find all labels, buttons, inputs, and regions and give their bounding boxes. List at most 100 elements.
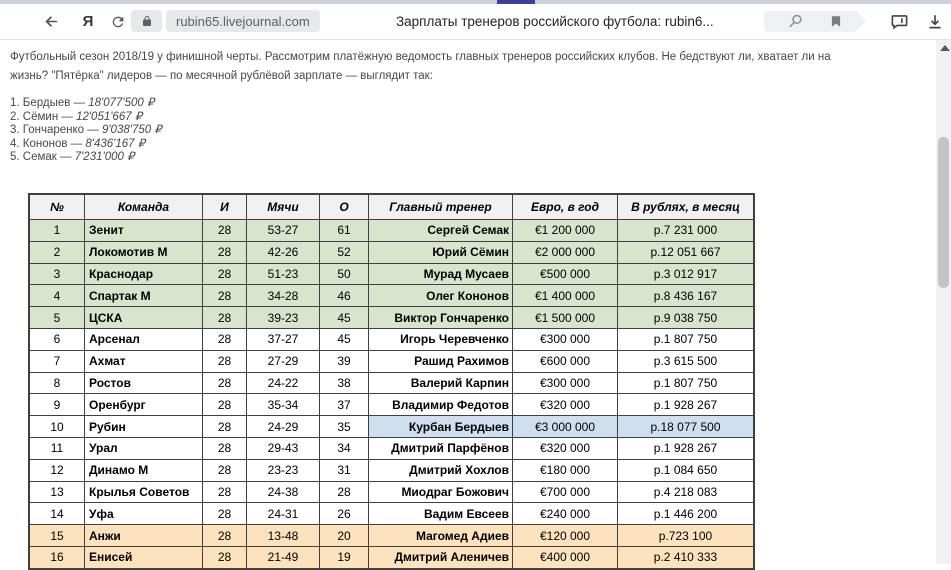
table-cell: Динамо М <box>84 458 203 482</box>
table-cell: 4 <box>28 284 85 308</box>
table-cell: 28 <box>202 371 247 395</box>
column-header: Мячи <box>246 193 320 220</box>
table-cell: 61 <box>319 219 369 242</box>
table-cell: €500 000 <box>512 262 618 286</box>
table-cell: 37 <box>319 393 369 417</box>
leader-amount: 9'038'750 ₽ <box>101 124 162 136</box>
table-cell: Урал <box>84 436 203 460</box>
table-cell: р.8 436 167 <box>617 284 755 308</box>
table-cell: 24-22 <box>246 371 320 395</box>
table-cell: Игорь Черевченко <box>368 327 513 351</box>
table-cell: 46 <box>319 284 369 308</box>
table-cell: 52 <box>319 240 369 264</box>
table-cell: 34 <box>319 436 369 460</box>
intro-paragraph: Футбольный сезон 2018/19 у финишной черт… <box>10 48 920 86</box>
table-cell: 42-26 <box>246 240 320 264</box>
table-cell: Дмитрий Аленичев <box>368 545 513 570</box>
table-cell: 3 <box>28 262 85 286</box>
table-cell: 11 <box>28 436 85 460</box>
scrollbar-up-arrow-icon[interactable] <box>940 45 950 51</box>
table-row: 15 Анжи 28 13-48 20 Магомед Адиев €120 000 р.72… <box>28 524 755 547</box>
leader-name: 1. Бердыев — <box>10 97 89 109</box>
table-cell: €240 000 <box>512 502 618 526</box>
active-tab-indicator <box>497 0 535 4</box>
table-cell: €3 000 000 <box>512 415 618 438</box>
table-cell: 12 <box>28 458 85 482</box>
column-header: И <box>202 193 247 220</box>
table-row: 12 Динамо М 28 23-23 31 Дмитрий Хохлов €180 00… <box>28 458 755 482</box>
column-header: Команда <box>84 193 203 220</box>
table-cell: 14 <box>28 502 85 526</box>
table-cell: Ахмат <box>84 349 203 373</box>
table-cell: р.9 038 750 <box>617 306 755 329</box>
table-cell: р.7 231 000 <box>617 219 755 242</box>
table-cell: 8 <box>28 371 85 395</box>
leader-item: 4. Кононов — 8'436'167 ₽ <box>10 138 162 152</box>
search-icon[interactable] <box>783 4 807 39</box>
table-cell: Уфа <box>84 502 203 526</box>
table-cell: 28 <box>202 240 247 264</box>
table-row: 5 ЦСКА 28 39-23 45 Виктор Гончаренко €1 500 00… <box>28 306 755 329</box>
back-icon[interactable] <box>38 4 64 39</box>
scrollbar-thumb[interactable] <box>938 137 949 288</box>
table-cell: 35-34 <box>246 393 320 417</box>
table-row: 4 Спартак М 28 34-28 46 Олег Кононов €1 400 00… <box>28 284 755 308</box>
table-cell: 31 <box>319 458 369 482</box>
refresh-icon[interactable] <box>106 4 130 39</box>
table-cell: Виктор Гончаренко <box>368 306 513 329</box>
table-cell: Арсенал <box>84 327 203 351</box>
table-cell: Владимир Федотов <box>368 393 513 417</box>
table-cell: 16 <box>28 545 85 570</box>
table-cell: Магомед Адиев <box>368 524 513 547</box>
table-cell: 34-28 <box>246 284 320 308</box>
leader-item: 2. Сёмин — 12'051'667 ₽ <box>10 111 162 125</box>
leader-name: 4. Кононов — <box>10 137 86 150</box>
table-cell: 20 <box>319 524 369 547</box>
table-cell: 39-23 <box>246 306 320 329</box>
table-cell: Юрий Сёмин <box>368 240 513 264</box>
window-top-strip <box>0 0 951 4</box>
sidebar-panel-icon[interactable] <box>886 4 912 39</box>
leader-amount: 7'231'000 ₽ <box>74 151 135 163</box>
leader-item: 5. Семак — 7'231'000 ₽ <box>10 151 162 165</box>
table-cell: 23-23 <box>246 458 320 482</box>
vertical-scrollbar[interactable] <box>936 40 951 564</box>
column-header: Главный тренер <box>368 193 513 220</box>
leader-amount: 18'077'500 ₽ <box>88 97 155 109</box>
table-cell: €1 400 000 <box>512 284 618 308</box>
bookmark-icon[interactable] <box>824 4 848 39</box>
table-cell: 6 <box>28 327 85 351</box>
table-cell: 13 <box>28 480 85 504</box>
table-cell: р.1 446 200 <box>617 502 755 526</box>
table-cell: 28 <box>202 524 247 547</box>
table-row: 6 Арсенал 28 37-27 45 Игорь Черевченко €300 00… <box>28 327 755 351</box>
table-cell: 9 <box>28 393 85 417</box>
table-cell: 45 <box>319 327 369 351</box>
table-cell: 45 <box>319 306 369 329</box>
table-cell: Анжи <box>84 524 203 547</box>
table-cell: р.723 100 <box>617 524 755 547</box>
table-cell: 24-31 <box>246 502 320 526</box>
intro-line-1: Футбольный сезон 2018/19 у финишной черт… <box>10 51 831 63</box>
leader-amount: 8'436'167 ₽ <box>85 137 146 150</box>
table-cell: р.12 051 667 <box>617 240 755 264</box>
download-icon[interactable] <box>922 4 948 39</box>
table-cell: 28 <box>202 415 247 438</box>
salary-leaders-list: 1. Бердыев — 18'077'500 ₽ 2. Сёмин — 12'0… <box>10 97 162 165</box>
table-cell: 28 <box>202 219 247 242</box>
table-cell: 5 <box>28 306 85 329</box>
table-cell: Крылья Советов <box>84 480 203 504</box>
table-cell: 24-29 <box>246 415 320 438</box>
table-cell: Краснодар <box>84 262 203 286</box>
table-cell: 29-43 <box>246 436 320 460</box>
table-cell: Мурад Мусаев <box>368 262 513 286</box>
yandex-logo-icon[interactable]: Я <box>82 13 94 30</box>
table-cell: 28 <box>202 327 247 351</box>
address-bar-url[interactable]: rubin65.livejournal.com <box>166 10 320 32</box>
table-cell: Дмитрий Парфёнов <box>368 436 513 460</box>
ssl-lock-icon[interactable] <box>131 10 162 32</box>
table-cell: 50 <box>319 262 369 286</box>
table-cell: р.3 615 500 <box>617 349 755 373</box>
leader-item: 3. Гончаренко — 9'038'750 ₽ <box>10 124 162 138</box>
table-cell: 7 <box>28 349 85 373</box>
